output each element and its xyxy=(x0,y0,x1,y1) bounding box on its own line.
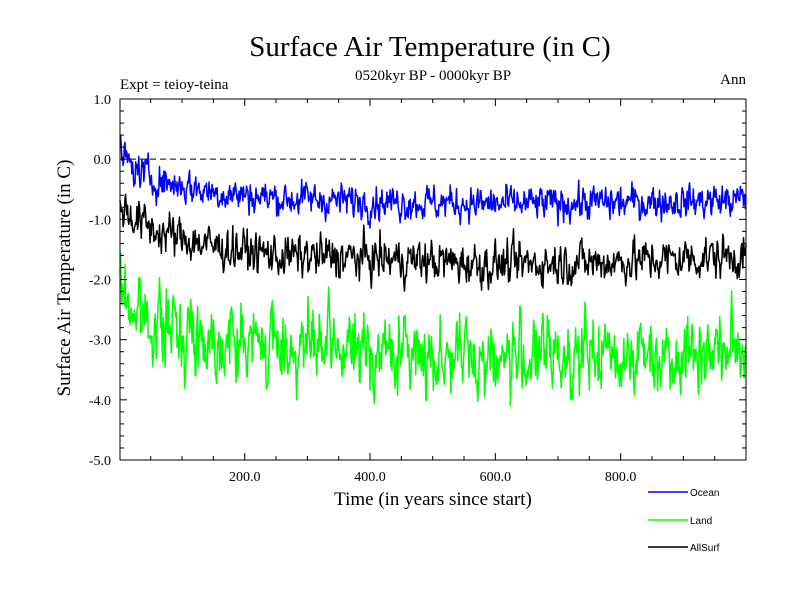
x-tick-label: 600.0 xyxy=(480,470,512,485)
legend-label-land: Land xyxy=(690,516,712,527)
series-line-land xyxy=(119,252,747,407)
y-tick-label: -4.0 xyxy=(89,394,111,409)
series-layer xyxy=(119,134,747,407)
plot-frame xyxy=(119,98,747,461)
ticks-layer: 1.0 0.0 -1.0 -2.0 -3.0 -4.0 -5.0 200.0 400.0 600.… xyxy=(89,93,746,485)
x-axis-label: Time (in years since start) xyxy=(334,489,532,510)
y-tick-label: -3.0 xyxy=(89,334,111,349)
x-tick-label: 400.0 xyxy=(354,470,386,485)
legend: Ocean Land AllSurf xyxy=(648,488,720,554)
y-tick-label: -2.0 xyxy=(89,274,111,289)
series-line-ocean xyxy=(119,134,747,229)
y-tick-label: -1.0 xyxy=(89,213,111,228)
legend-label-allsurf: AllSurf xyxy=(690,543,720,554)
y-tick-label: -5.0 xyxy=(89,454,111,469)
y-axis-label: Surface Air Temperature (in C) xyxy=(54,160,75,397)
legend-label-ocean: Ocean xyxy=(690,488,719,499)
y-tick-label: 0.0 xyxy=(94,153,112,168)
chart-title: Surface Air Temperature (in C) xyxy=(249,31,610,63)
chart-subtitle: 0520kyr BP - 0000kyr BP xyxy=(355,68,511,84)
season-annotation: Ann xyxy=(720,72,746,88)
x-tick-label: 800.0 xyxy=(605,470,637,485)
expt-annotation: Expt = teioy-teina xyxy=(120,77,229,93)
x-tick-label: 200.0 xyxy=(229,470,261,485)
series-line-allsurf xyxy=(119,193,747,292)
y-tick-label: 1.0 xyxy=(94,93,112,108)
